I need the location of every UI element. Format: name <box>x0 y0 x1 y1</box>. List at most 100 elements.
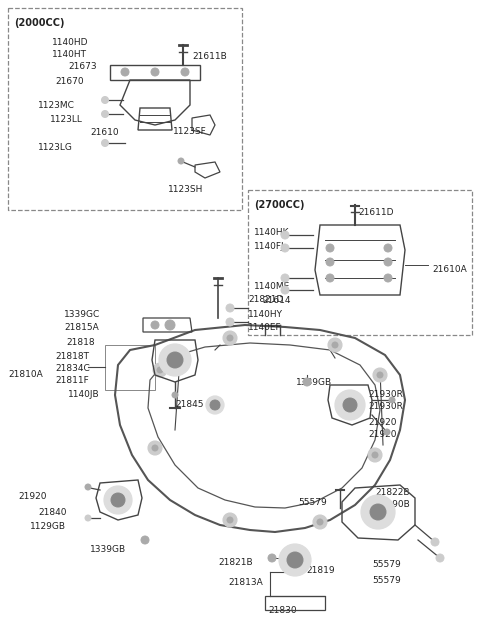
Circle shape <box>159 344 191 376</box>
Circle shape <box>85 484 91 490</box>
Circle shape <box>335 390 365 420</box>
Circle shape <box>210 400 220 410</box>
Circle shape <box>227 335 233 341</box>
Circle shape <box>384 274 392 282</box>
Circle shape <box>361 495 395 529</box>
Text: 21610: 21610 <box>90 128 119 137</box>
Circle shape <box>389 397 395 403</box>
Circle shape <box>317 519 323 525</box>
Text: 55579: 55579 <box>372 576 401 585</box>
Text: 21821D: 21821D <box>248 295 283 304</box>
Circle shape <box>165 320 175 330</box>
Circle shape <box>223 331 237 345</box>
Text: 21822B: 21822B <box>375 488 409 497</box>
Circle shape <box>281 286 289 294</box>
Text: 21818: 21818 <box>66 338 95 347</box>
Circle shape <box>377 372 383 378</box>
Circle shape <box>281 244 289 252</box>
Circle shape <box>326 274 334 282</box>
Circle shape <box>226 304 234 312</box>
Circle shape <box>343 398 357 412</box>
Circle shape <box>167 352 183 368</box>
Text: 1339GB: 1339GB <box>296 378 332 387</box>
Circle shape <box>313 515 327 529</box>
Text: 1140HY: 1140HY <box>248 310 283 319</box>
Text: 1140FJ: 1140FJ <box>254 242 285 251</box>
Text: 21834C: 21834C <box>55 364 90 373</box>
Text: 1140HT: 1140HT <box>52 50 87 59</box>
Circle shape <box>85 515 91 521</box>
Circle shape <box>326 244 334 252</box>
Circle shape <box>101 110 108 117</box>
Text: 1140JB: 1140JB <box>68 390 100 399</box>
Circle shape <box>326 258 334 266</box>
Text: 21815A: 21815A <box>64 323 99 332</box>
Text: 21819: 21819 <box>306 566 335 575</box>
Circle shape <box>431 538 439 546</box>
Circle shape <box>148 441 162 455</box>
Circle shape <box>157 367 163 373</box>
Text: 21920: 21920 <box>18 492 47 501</box>
Text: 21810A: 21810A <box>8 370 43 379</box>
Circle shape <box>384 258 392 266</box>
Circle shape <box>268 554 276 562</box>
Circle shape <box>384 244 392 252</box>
Text: 1129GB: 1129GB <box>30 522 66 531</box>
Circle shape <box>101 139 108 146</box>
Circle shape <box>151 68 159 76</box>
Text: 21818T: 21818T <box>55 352 89 361</box>
Text: 55579: 55579 <box>372 560 401 569</box>
Text: 1140EF: 1140EF <box>248 323 282 332</box>
Circle shape <box>332 342 338 348</box>
Circle shape <box>151 321 159 329</box>
Text: 21813A: 21813A <box>228 578 263 587</box>
Text: 21821B: 21821B <box>218 558 252 567</box>
Text: 1140ME: 1140ME <box>254 282 290 291</box>
Text: 21670: 21670 <box>55 77 84 86</box>
Text: 21673: 21673 <box>68 62 96 71</box>
Text: 1123SH: 1123SH <box>168 185 204 194</box>
Circle shape <box>227 517 233 523</box>
Text: 21811F: 21811F <box>55 376 89 385</box>
Text: 21920: 21920 <box>368 430 396 439</box>
Text: (2700CC): (2700CC) <box>254 200 304 210</box>
Text: 1123LG: 1123LG <box>38 143 73 152</box>
Bar <box>248 190 472 335</box>
Circle shape <box>111 493 125 507</box>
Circle shape <box>152 445 158 451</box>
Circle shape <box>287 552 303 568</box>
Text: 1140HD: 1140HD <box>52 38 88 47</box>
Circle shape <box>104 486 132 514</box>
Circle shape <box>303 378 311 386</box>
Circle shape <box>141 536 149 544</box>
Circle shape <box>436 554 444 562</box>
Circle shape <box>226 318 234 326</box>
Circle shape <box>178 158 184 164</box>
Circle shape <box>384 429 390 435</box>
Text: 21830: 21830 <box>268 606 297 615</box>
Circle shape <box>101 96 108 103</box>
Text: 1123MC: 1123MC <box>38 101 75 110</box>
Text: 21614: 21614 <box>262 296 290 305</box>
Text: (2000CC): (2000CC) <box>14 18 64 28</box>
Circle shape <box>206 396 224 414</box>
Text: 1123SF: 1123SF <box>173 127 207 136</box>
Circle shape <box>279 544 311 576</box>
Circle shape <box>281 231 289 239</box>
Circle shape <box>223 513 237 527</box>
Text: 55579: 55579 <box>298 498 327 507</box>
Text: 21845: 21845 <box>175 400 204 409</box>
Text: 21610A: 21610A <box>432 265 467 274</box>
Circle shape <box>370 504 386 520</box>
Text: 1140HK: 1140HK <box>254 228 289 237</box>
Circle shape <box>153 363 167 377</box>
Text: 21890B: 21890B <box>375 500 410 509</box>
Bar <box>8 8 242 210</box>
Text: 21930R: 21930R <box>368 402 403 411</box>
Text: 21930R: 21930R <box>368 390 403 399</box>
Circle shape <box>372 452 378 458</box>
Circle shape <box>328 338 342 352</box>
Circle shape <box>281 274 289 282</box>
Text: 21611D: 21611D <box>358 208 394 217</box>
Text: 21840: 21840 <box>38 508 67 517</box>
